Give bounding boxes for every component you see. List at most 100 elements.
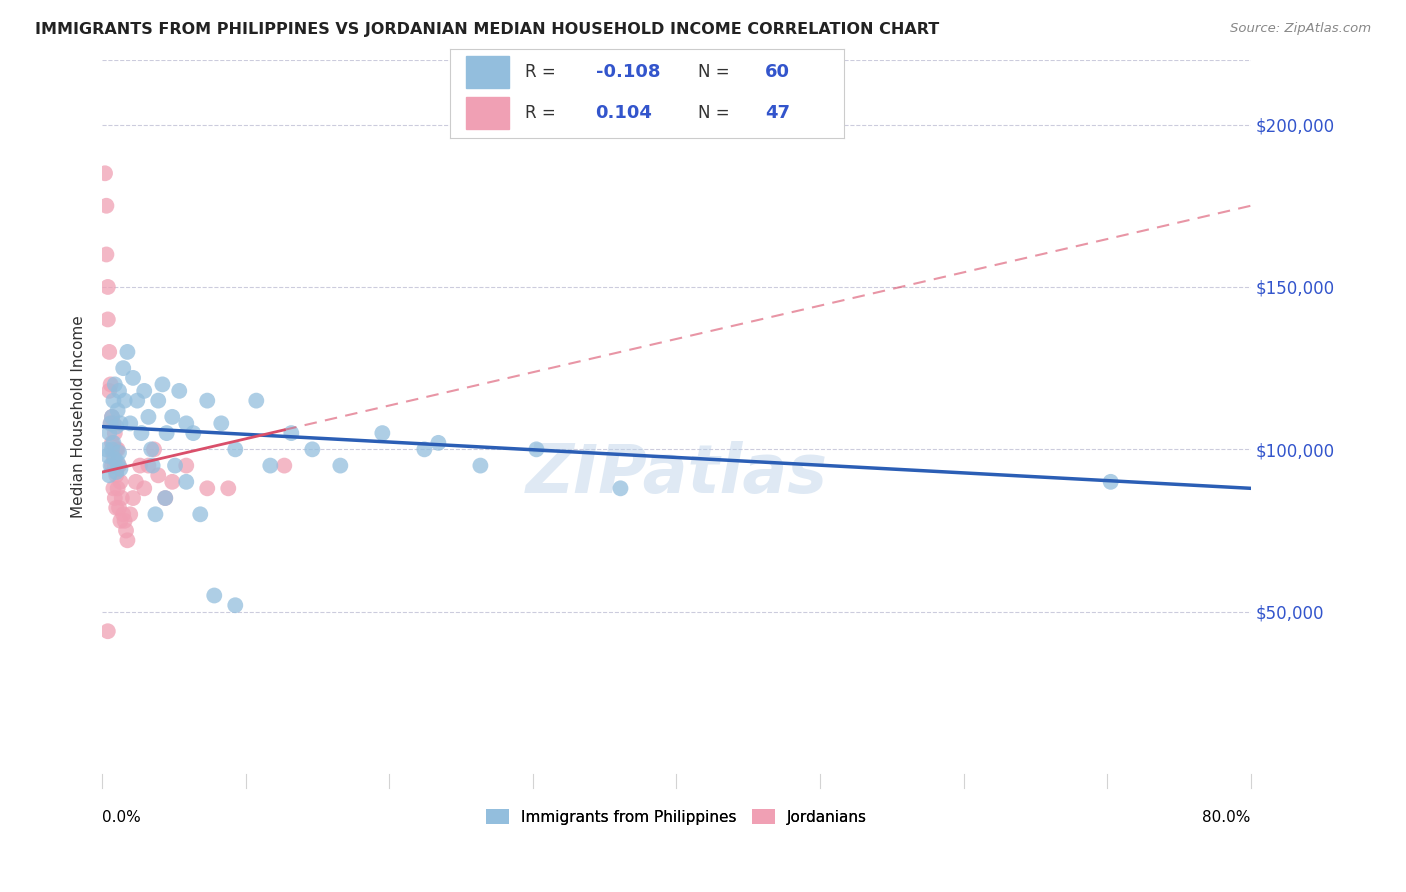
Point [125,475,148,489]
Text: Source: ZipAtlas.com: Source: ZipAtlas.com [1230,22,1371,36]
Point [107,481,129,495]
Point [122,491,145,505]
Point [245,393,267,408]
Point [117,345,139,359]
Text: N =: N = [697,104,735,122]
Point [105,468,128,483]
Point [115,524,138,538]
Text: 80.0%: 80.0% [1202,810,1251,825]
Point [104,377,127,392]
Text: 0.104: 0.104 [596,104,652,122]
Point [174,417,197,431]
Point [209,417,232,431]
Text: -0.108: -0.108 [596,63,659,81]
Point [129,458,152,473]
Point [97,624,120,639]
Point [134,481,156,495]
Text: 47: 47 [765,104,790,122]
Point [98,345,121,359]
Text: R =: R = [524,104,561,122]
Point [110,475,132,489]
Point [100,417,122,431]
Point [103,449,125,463]
Point [131,426,153,441]
Point [101,442,124,457]
Point [371,426,394,441]
Point [145,508,167,522]
Text: 60: 60 [765,63,790,81]
Point [105,419,128,434]
Bar [465,97,509,129]
Point [195,481,218,495]
Point [104,458,127,473]
Point [103,393,125,408]
Point [97,449,120,463]
Point [1099,475,1122,489]
Point [413,442,436,457]
Text: ZIPatlas: ZIPatlas [526,441,828,507]
Point [329,458,352,473]
Point [195,393,218,408]
Point [148,393,170,408]
Point [110,462,132,476]
Point [470,458,492,473]
Text: 0.0%: 0.0% [103,810,141,825]
Point [174,475,197,489]
Point [108,384,131,398]
Point [105,442,128,457]
Point [104,452,127,467]
Text: R =: R = [524,63,561,81]
Point [301,442,323,457]
Point [155,491,177,505]
Point [156,426,179,441]
Point [280,426,302,441]
Point [138,458,160,473]
Point [104,426,127,441]
Text: IMMIGRANTS FROM PHILIPPINES VS JORDANIAN MEDIAN HOUSEHOLD INCOME CORRELATION CHA: IMMIGRANTS FROM PHILIPPINES VS JORDANIAN… [35,22,939,37]
Point [108,445,131,459]
Point [97,312,120,326]
Point [427,435,450,450]
Point [181,426,204,441]
Point [141,442,163,457]
Point [111,491,134,505]
Point [224,442,246,457]
Point [105,465,128,479]
Point [110,514,132,528]
Point [155,491,177,505]
Point [96,199,118,213]
Point [108,500,131,515]
Point [127,393,149,408]
Point [259,458,281,473]
Point [165,458,187,473]
Point [138,409,160,424]
Point [273,458,295,473]
Point [96,442,118,457]
Point [98,384,121,398]
Point [103,417,125,431]
Point [526,442,548,457]
Point [217,481,239,495]
Point [142,458,165,473]
Point [609,481,631,495]
Point [107,455,129,469]
Y-axis label: Median Household Income: Median Household Income [72,316,86,518]
Point [224,599,246,613]
Point [143,442,166,457]
Point [103,435,125,450]
Point [101,409,124,424]
Point [114,514,136,528]
Point [101,458,124,473]
Point [96,247,118,261]
Point [120,417,142,431]
Point [107,403,129,417]
Point [167,384,190,398]
Point [114,393,136,408]
Point [162,475,184,489]
Legend: Immigrants from Philippines, Jordanians: Immigrants from Philippines, Jordanians [479,803,873,830]
Point [152,377,174,392]
Point [100,377,122,392]
Point [120,508,142,522]
Text: N =: N = [697,63,735,81]
Point [98,468,121,483]
